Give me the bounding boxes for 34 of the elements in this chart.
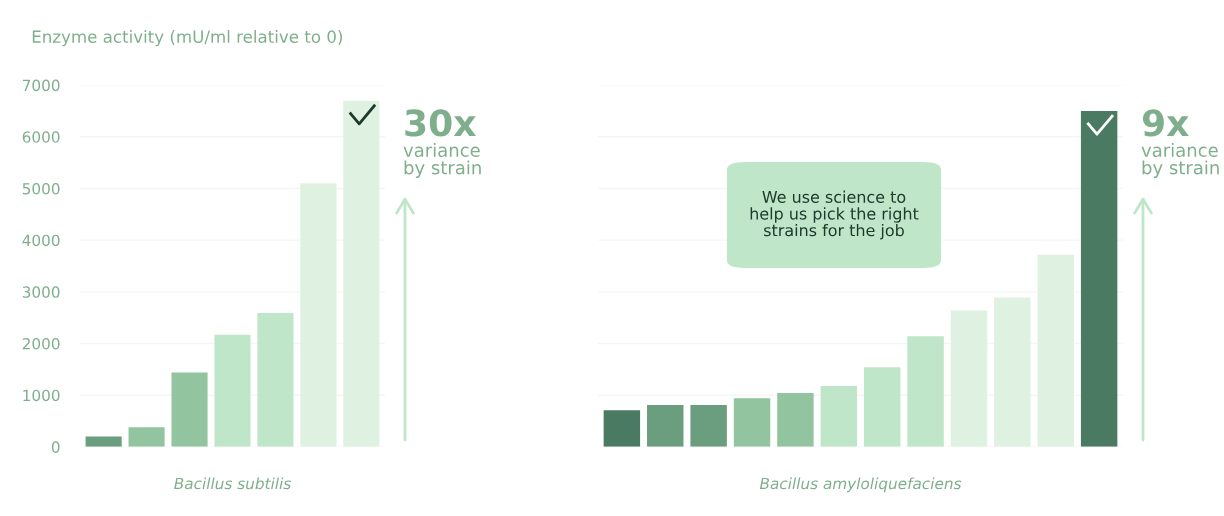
bar xyxy=(1080,110,1118,447)
bar xyxy=(820,385,858,447)
bar xyxy=(1037,254,1074,447)
bar xyxy=(647,405,684,447)
bar xyxy=(777,393,814,447)
bar xyxy=(128,427,165,447)
bar xyxy=(171,372,208,447)
y-tick-label: 5000 xyxy=(22,182,60,195)
bar xyxy=(950,310,988,447)
x-axis-title: Bacillus amyloliquefaciens xyxy=(759,477,962,493)
bar xyxy=(994,297,1031,447)
annotation: We use science to help us pick the right strains for the job xyxy=(750,190,919,240)
bar xyxy=(907,336,944,447)
bar xyxy=(214,334,251,447)
text: 9x xyxy=(1142,109,1189,137)
bar xyxy=(733,398,771,447)
y-tick-label: 3000 xyxy=(22,286,60,298)
bar xyxy=(690,405,727,447)
text: variance by strain xyxy=(403,143,481,178)
text: variance by strain xyxy=(1141,143,1219,178)
y-tick-label: 2000 xyxy=(22,337,60,350)
x-axis-title: Bacillus subtilis xyxy=(174,477,291,490)
text: 30x xyxy=(405,109,476,137)
y-axis-title: Enzyme activity (mU/ml relative to 0) xyxy=(32,30,342,47)
bar xyxy=(257,313,294,447)
bar xyxy=(863,367,901,447)
y-tick-label: 7000 xyxy=(22,79,60,92)
bar xyxy=(603,410,641,447)
y-tick-label: 6000 xyxy=(22,131,60,143)
y-tick-label: 1000 xyxy=(23,389,60,402)
y-tick-label: 0 xyxy=(51,441,60,453)
y-tick-label: 4000 xyxy=(22,234,60,247)
bar xyxy=(300,183,337,447)
bar xyxy=(343,100,380,447)
